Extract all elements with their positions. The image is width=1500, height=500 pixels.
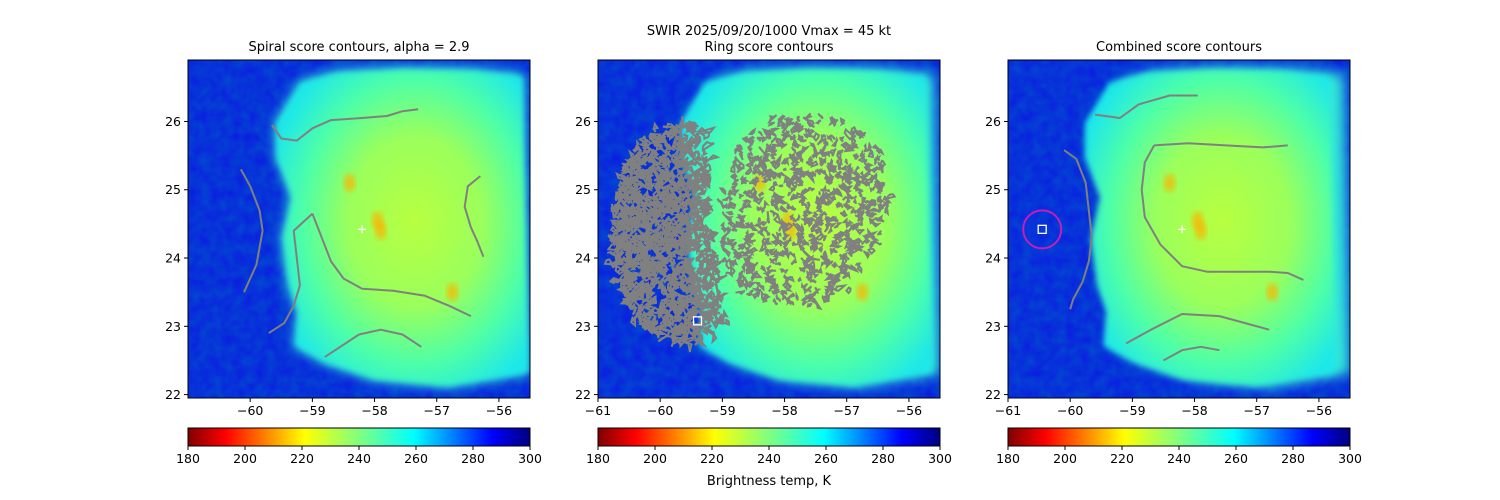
y-tick-label: 26 bbox=[575, 114, 591, 129]
x-tick-label: −57 bbox=[424, 403, 450, 418]
axes-frame bbox=[597, 59, 941, 399]
contour-line bbox=[271, 108, 419, 142]
x-tick-label: −59 bbox=[299, 403, 325, 418]
colorbar-tick-label: 180 bbox=[586, 451, 610, 466]
x-tick-label: −56 bbox=[896, 403, 922, 418]
colorbar-label: Brightness temp, K bbox=[707, 474, 832, 489]
colorbar-tick-label: 260 bbox=[1224, 451, 1248, 466]
brightness-image bbox=[1008, 60, 1350, 398]
panel-1: Spiral score contours, alpha = 2.9 −60 −59… bbox=[165, 40, 542, 466]
colorbar-tick-label: 200 bbox=[643, 451, 667, 466]
y-tick-label: 24 bbox=[575, 251, 591, 266]
x-tick-label: −58 bbox=[1181, 403, 1207, 418]
square-marker bbox=[1037, 224, 1047, 234]
colorbar-tick-label: 300 bbox=[518, 451, 542, 466]
x-tick-label: −61 bbox=[585, 403, 611, 418]
colorbar-tick-label: 220 bbox=[290, 451, 314, 466]
contour-line bbox=[324, 328, 422, 358]
x-tick-label: −57 bbox=[834, 403, 860, 418]
colorbar-tick-label: 280 bbox=[1281, 451, 1305, 466]
panel-2: Ring score contours −61 −60 −59 −58 −57 −56 22 2… bbox=[575, 40, 952, 466]
ring-contour-cluster bbox=[603, 116, 730, 353]
center-plus-marker bbox=[358, 225, 367, 234]
x-tick-label: −58 bbox=[361, 403, 387, 418]
contour-line bbox=[1140, 144, 1304, 281]
contour-line bbox=[1063, 149, 1093, 310]
panel-title: Combined score contours bbox=[1096, 40, 1262, 55]
colorbar-tick-label: 240 bbox=[1167, 451, 1191, 466]
panel-3: Combined score contours −61 −60 −59 −58 −57 −5… bbox=[985, 40, 1362, 466]
contour-line bbox=[1125, 313, 1270, 345]
x-tick-label: −60 bbox=[1057, 403, 1083, 418]
colorbar-tick-label: 200 bbox=[233, 451, 257, 466]
y-tick-label: 24 bbox=[985, 251, 1001, 266]
colorbar-tick-label: 180 bbox=[996, 451, 1020, 466]
colorbar-tick-label: 300 bbox=[1338, 451, 1362, 466]
x-tick-label: −56 bbox=[486, 403, 512, 418]
colorbar-tick-label: 280 bbox=[871, 451, 895, 466]
y-tick-label: 23 bbox=[575, 319, 591, 334]
colorbar-tick-label: 220 bbox=[1110, 451, 1134, 466]
colorbar-gradient bbox=[1007, 427, 1351, 447]
contours bbox=[603, 112, 897, 353]
colorbar-tick-label: 240 bbox=[757, 451, 781, 466]
x-tick-label: −59 bbox=[1119, 403, 1145, 418]
contour-line bbox=[311, 213, 472, 318]
ring-marker bbox=[1022, 209, 1063, 250]
colorbar-tick-label: 220 bbox=[700, 451, 724, 466]
ring-contour-cluster bbox=[716, 112, 897, 311]
contours bbox=[240, 108, 485, 358]
contour-line bbox=[1154, 142, 1288, 149]
x-tick-label: −60 bbox=[237, 403, 263, 418]
x-tick-label: −59 bbox=[709, 403, 735, 418]
figure-suptitle: SWIR 2025/09/20/1000 Vmax = 45 kt bbox=[647, 24, 891, 39]
colorbar-tick-label: 260 bbox=[814, 451, 838, 466]
contour-line bbox=[268, 212, 314, 334]
contour-line bbox=[463, 175, 485, 258]
y-tick-label: 26 bbox=[985, 114, 1001, 129]
colorbar: 180 200 220 240 260 280 300 bbox=[586, 427, 952, 466]
y-tick-label: 22 bbox=[165, 387, 181, 402]
colorbar-gradient bbox=[187, 427, 531, 447]
panel-title: Ring score contours bbox=[704, 40, 833, 55]
center-plus-marker bbox=[1178, 225, 1187, 234]
axes-frame bbox=[1007, 59, 1351, 399]
colorbar-tick-label: 300 bbox=[928, 451, 952, 466]
colorbar-tick-label: 200 bbox=[1053, 451, 1077, 466]
colorbar-tick-label: 260 bbox=[404, 451, 428, 466]
colorbar: 180 200 220 240 260 280 300 bbox=[996, 427, 1362, 466]
x-tick-label: −61 bbox=[995, 403, 1021, 418]
y-tick-label: 26 bbox=[165, 114, 181, 129]
y-tick-label: 23 bbox=[985, 319, 1001, 334]
square-marker bbox=[692, 316, 703, 326]
y-tick-label: 22 bbox=[985, 387, 1001, 402]
contour-line bbox=[1094, 94, 1198, 119]
colorbar-tick-label: 280 bbox=[461, 451, 485, 466]
contours bbox=[1063, 94, 1304, 362]
panel-title: Spiral score contours, alpha = 2.9 bbox=[248, 40, 469, 55]
colorbar: 180 200 220 240 260 280 300 bbox=[176, 427, 542, 466]
y-tick-label: 25 bbox=[575, 182, 591, 197]
x-tick-label: −56 bbox=[1306, 403, 1332, 418]
axes-frame bbox=[187, 59, 531, 399]
colorbar-gradient bbox=[597, 427, 941, 447]
x-tick-label: −57 bbox=[1244, 403, 1270, 418]
colorbar-tick-label: 180 bbox=[176, 451, 200, 466]
y-tick-label: 24 bbox=[165, 251, 181, 266]
y-tick-label: 23 bbox=[165, 319, 181, 334]
y-tick-label: 25 bbox=[165, 182, 181, 197]
contour-line bbox=[1163, 345, 1220, 362]
colorbar-tick-label: 240 bbox=[347, 451, 371, 466]
contour-line bbox=[240, 168, 264, 293]
x-tick-label: −60 bbox=[647, 403, 673, 418]
y-tick-label: 22 bbox=[575, 387, 591, 402]
x-tick-label: −58 bbox=[771, 403, 797, 418]
y-tick-label: 25 bbox=[985, 182, 1001, 197]
